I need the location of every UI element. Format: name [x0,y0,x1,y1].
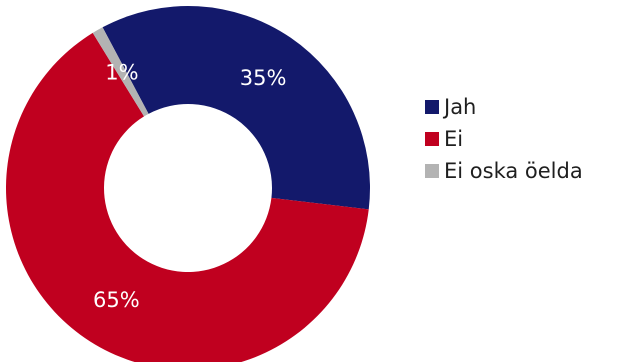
slice-jah [102,5,370,210]
slice-ei-oska-oelda [92,27,149,117]
data-label-jah: 35% [240,66,287,90]
donut-slices [6,5,370,362]
legend-swatch-jah [425,100,439,114]
legend-label-ei-oska-oelda: Ei oska öelda [444,159,583,183]
donut-data-labels: 35% 65% 1% [93,61,286,312]
legend-swatch-ei [425,132,439,146]
legend-label-jah: Jah [442,95,476,119]
data-label-ei: 65% [93,288,140,312]
data-label-ei-oska-oelda: 1% [105,61,138,85]
legend: Jah Ei Ei oska öelda [425,95,583,183]
legend-swatch-ei-oska-oelda [425,164,439,178]
legend-label-ei: Ei [444,127,463,151]
slice-ei [6,32,369,362]
